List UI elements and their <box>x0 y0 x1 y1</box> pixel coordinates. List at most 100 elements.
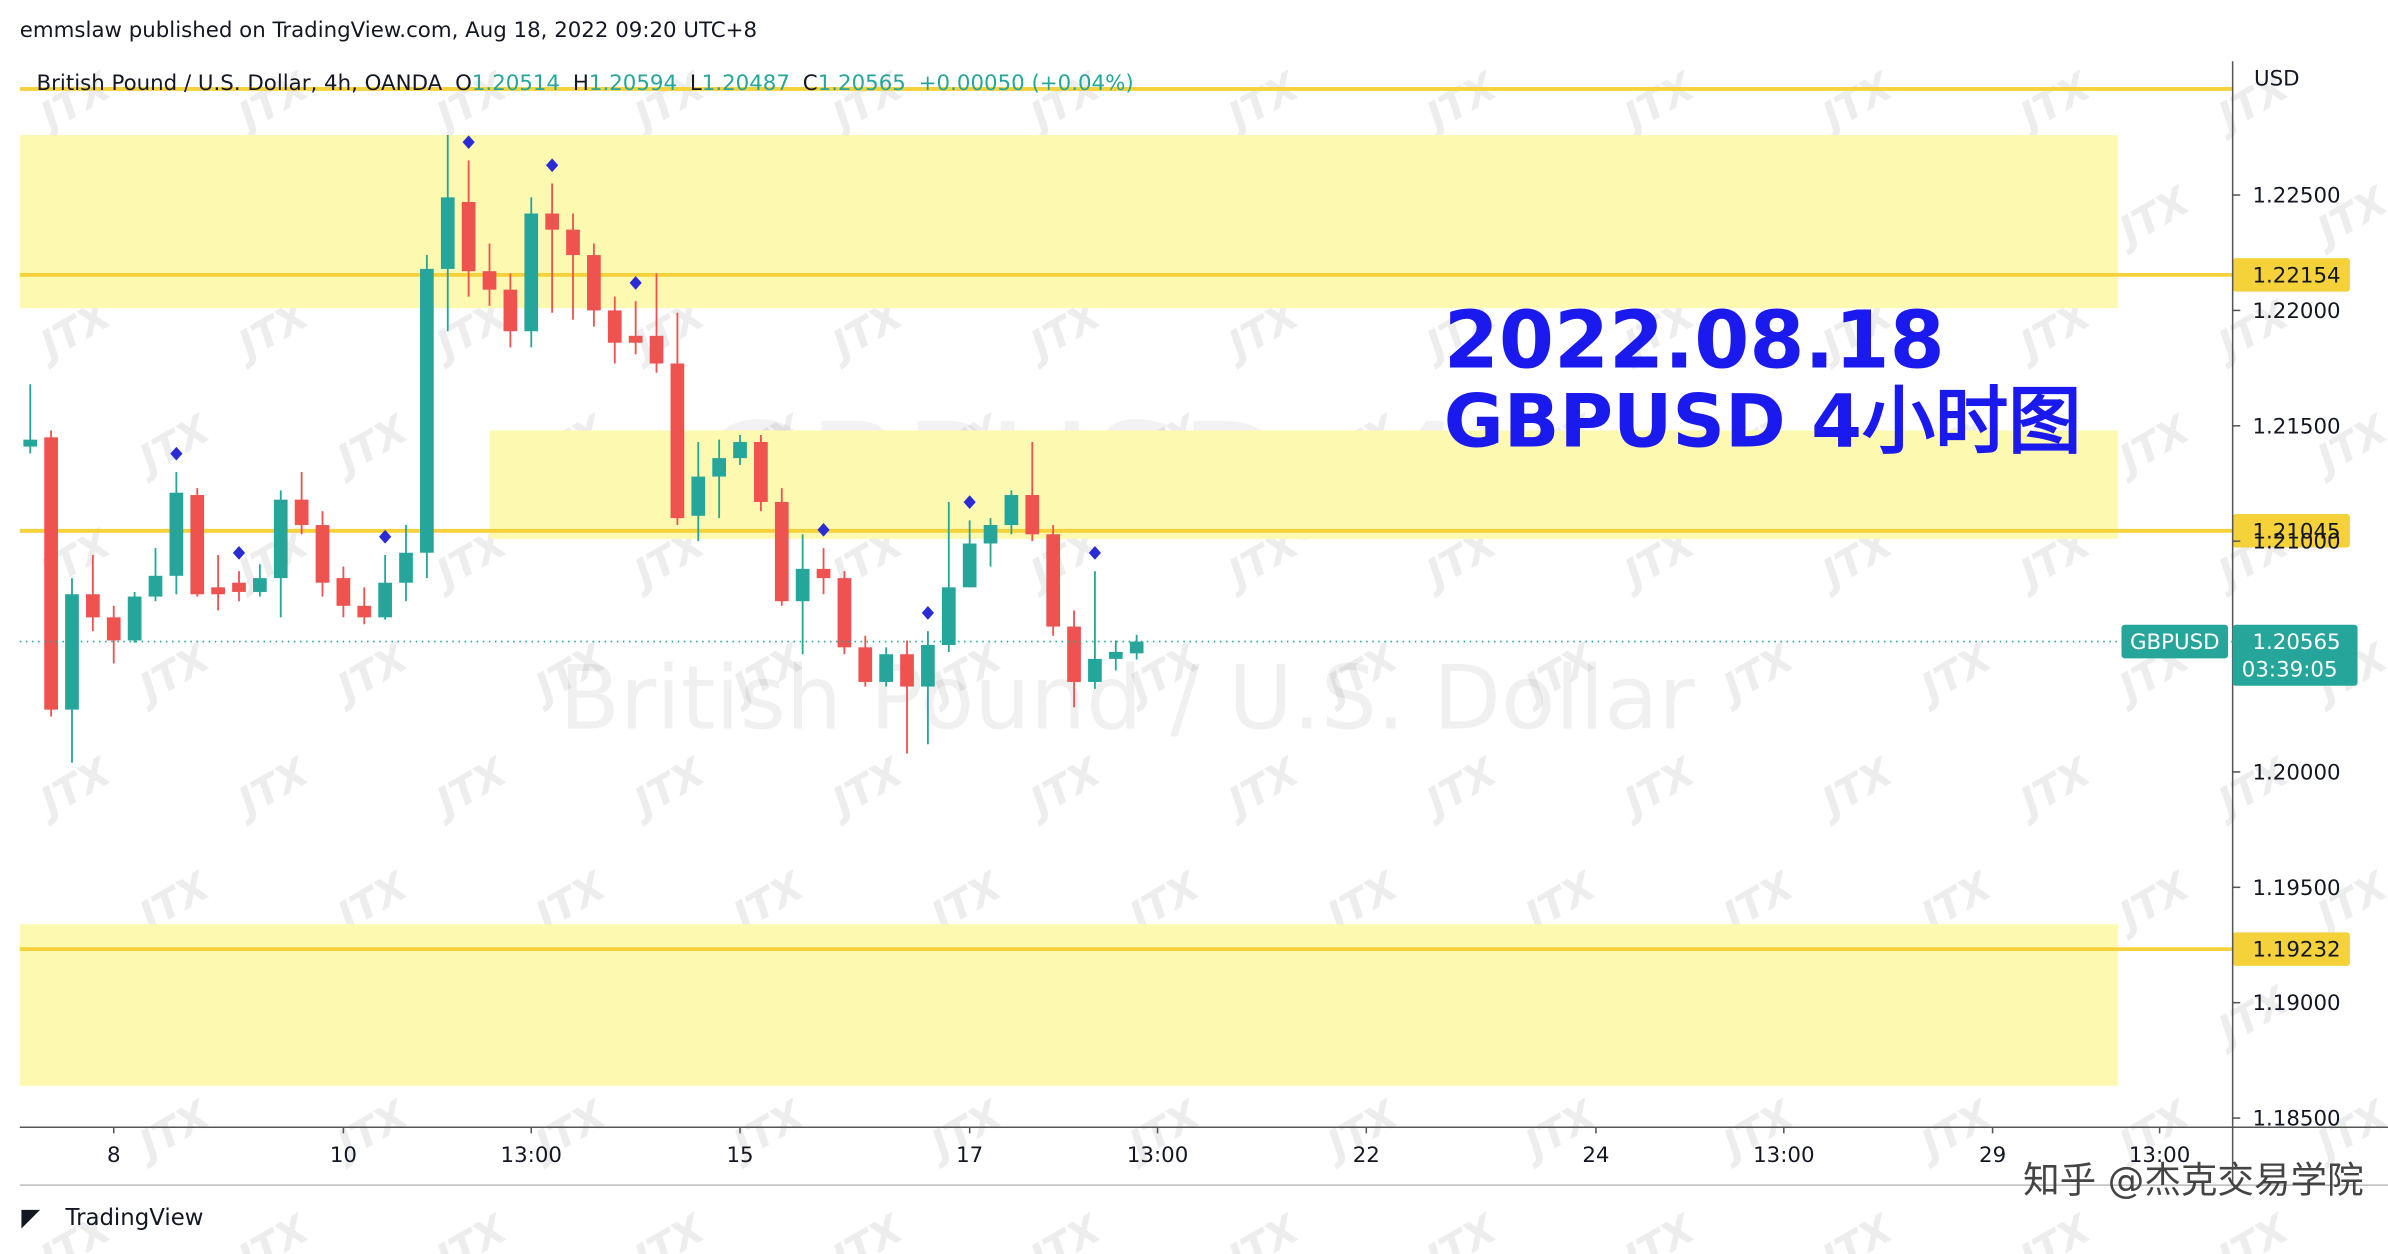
candle-body <box>65 594 79 710</box>
x-tick-label: 13:00 <box>2129 1143 2190 1168</box>
candle-body <box>336 578 351 606</box>
candle-body <box>879 654 894 682</box>
signal-marker <box>379 529 392 544</box>
candle-body <box>524 213 539 332</box>
price-tag <box>2232 514 2350 548</box>
ohlc-label: H <box>573 71 589 96</box>
candle-body <box>148 575 163 597</box>
ticker-tag-label: GBPUSD <box>2130 630 2220 655</box>
zone <box>19 135 2118 309</box>
candle-body <box>962 543 977 588</box>
candle-body <box>774 501 789 602</box>
signal-marker <box>232 546 246 560</box>
candle-body <box>1108 651 1123 659</box>
y-tick-label: 1.20000 <box>2252 760 2340 785</box>
candle-body <box>1046 534 1061 627</box>
price-tag <box>2232 258 2350 292</box>
candle-body <box>941 587 956 646</box>
candle-body <box>712 458 726 477</box>
candle-body <box>44 437 58 710</box>
x-tick-label: 13:00 <box>1127 1143 1188 1168</box>
candle-body <box>211 587 225 595</box>
ohlc-label: O <box>455 71 472 96</box>
candle-body <box>169 492 184 576</box>
candle-body <box>649 335 664 364</box>
ohlc-value: 1.20594 <box>589 71 677 96</box>
y-tick-label: 1.22000 <box>2252 299 2340 324</box>
candle-body <box>691 476 706 516</box>
candle-body <box>628 335 643 343</box>
signal-marker <box>817 522 830 537</box>
candle-body <box>378 582 392 618</box>
ohlc-value: 1.20487 <box>702 71 790 96</box>
credit: 知乎 @杰克交易学院 <box>2023 1159 2364 1202</box>
x-tick-label: 8 <box>107 1143 121 1168</box>
y-tick-label: 1.19000 <box>2252 991 2340 1016</box>
candle-body <box>399 552 413 583</box>
x-tick-label: 13:00 <box>1753 1143 1814 1168</box>
candle-body <box>357 605 372 618</box>
ohlc-value: 1.20514 <box>472 71 560 96</box>
zone <box>19 924 2118 1086</box>
candle-body <box>733 441 747 459</box>
candle-body <box>503 289 518 332</box>
price-tag-label: 1.21045 <box>2252 519 2340 544</box>
x-tick-label: 13:00 <box>501 1143 562 1168</box>
x-tick-label: 24 <box>1582 1143 1609 1168</box>
ohlc-label: C <box>803 71 818 96</box>
candle-body <box>607 310 622 343</box>
x-tick-label: 17 <box>956 1143 983 1168</box>
candle-body <box>566 229 580 256</box>
signal-marker <box>629 276 642 290</box>
candle-body <box>420 268 434 553</box>
price-tag-label: 1.22154 <box>2252 263 2340 288</box>
candle-body <box>900 654 914 687</box>
y-tick-label: 1.22500 <box>2252 184 2340 209</box>
price-tag <box>2232 932 2350 966</box>
countdown: 03:39:05 <box>2242 657 2338 682</box>
candle-body <box>670 363 685 519</box>
name-watermark: British Pound / U.S. Dollar <box>559 646 1695 749</box>
signal-marker <box>170 446 183 461</box>
candle-body <box>545 213 559 230</box>
currency: USD <box>2254 66 2300 91</box>
candle-body <box>754 441 768 502</box>
candle-body <box>1025 495 1040 535</box>
candle-body <box>190 495 205 595</box>
brand-logo: ◤ <box>21 1203 40 1232</box>
change: +0.00050 (+0.04%) <box>919 71 1134 96</box>
candle-body <box>232 582 246 592</box>
candle-body <box>816 568 831 579</box>
candle-body <box>858 647 873 682</box>
last-price-label: 1.20565 <box>2252 630 2340 655</box>
ohlc-label: L <box>690 71 702 96</box>
candle-body <box>482 271 497 290</box>
candle-body <box>983 525 998 544</box>
ticker-tag <box>2121 624 2229 659</box>
candle-body <box>23 439 38 447</box>
y-tick-label: 1.21000 <box>2252 530 2340 555</box>
symbol-header: British Pound / U.S. Dollar, 4h, OANDA O… <box>37 71 1134 96</box>
x-tick-label: 29 <box>1979 1143 2006 1168</box>
plot-area: 1.22154 1.21045 1.19232 1.18500 1.19000 1.195… <box>19 61 2388 1186</box>
x-tick-label: 15 <box>726 1143 753 1168</box>
signal-marker <box>921 606 934 620</box>
candle-body <box>461 201 476 272</box>
candle-body <box>127 596 142 641</box>
candle-body <box>294 499 309 526</box>
candle-body <box>86 594 100 618</box>
ohlc-value: 1.20565 <box>818 71 906 96</box>
y-tick-label: 1.19500 <box>2252 876 2340 901</box>
annotation-title: 2022.08.18 <box>1444 293 1945 386</box>
last-price-tag <box>2232 624 2358 686</box>
candle-body <box>106 617 121 641</box>
candle-body <box>1129 641 1144 654</box>
candle-body <box>837 578 852 648</box>
candle-body <box>921 645 935 687</box>
y-tick-label: 1.21500 <box>2252 414 2340 439</box>
annotation-subtitle: GBPUSD 4小时图 <box>1444 380 2082 465</box>
price-tag-label: 1.19232 <box>2252 938 2340 963</box>
symbol-line: British Pound / U.S. Dollar, 4h, OANDA <box>37 71 443 96</box>
